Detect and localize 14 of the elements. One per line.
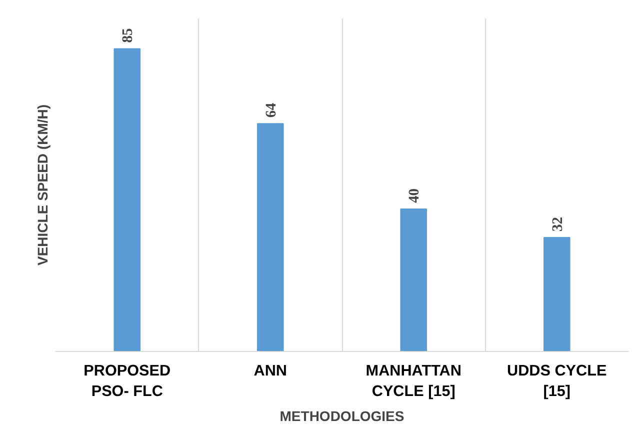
- bar: [543, 237, 570, 352]
- bar: [256, 123, 284, 352]
- bar: [400, 208, 428, 352]
- x-tick-label: PROPOSED PSO- FLC: [84, 362, 171, 400]
- data-label: 32: [550, 216, 566, 232]
- x-tick-label: UDDS CYCLE [15]: [507, 362, 607, 400]
- x-axis-title: METHODOLOGIES: [280, 408, 404, 424]
- y-axis-title: VEHICLE SPEED (KM/H): [34, 104, 50, 266]
- data-label: 64: [263, 102, 280, 118]
- data-label: 40: [406, 188, 423, 204]
- x-tick-label: ANN: [254, 362, 287, 380]
- x-tick-label: MANHATTAN CYCLE [15]: [366, 362, 462, 400]
- bar: [114, 48, 141, 352]
- data-label: 85: [120, 28, 136, 43]
